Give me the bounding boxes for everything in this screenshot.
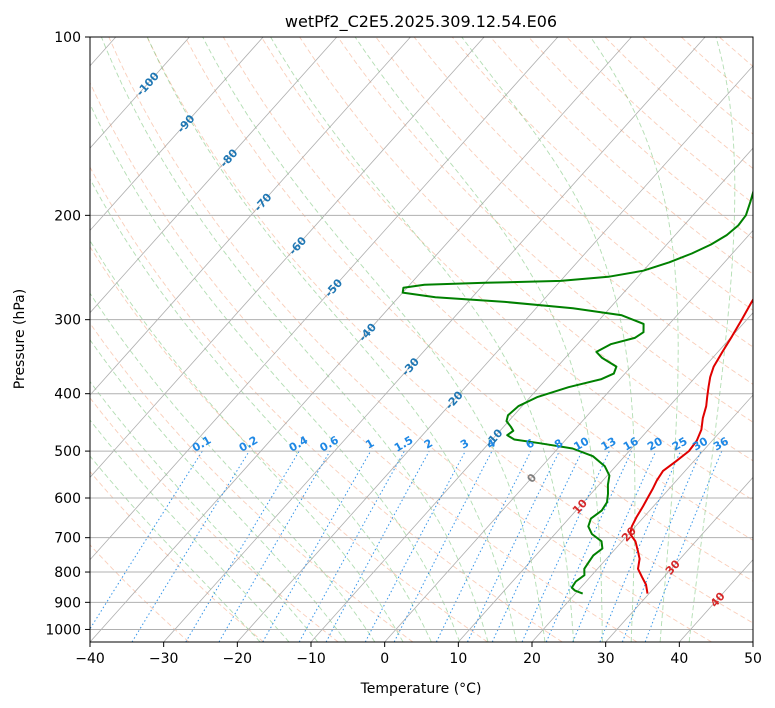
x-tick-label: −20 (223, 651, 253, 667)
y-tick-label: 1000 (45, 622, 81, 638)
isotherm-line (90, 37, 411, 396)
dry-adiabat-line (108, 37, 712, 642)
moist-adiabat-line (202, 37, 546, 642)
moist-adiabat-line (688, 37, 736, 642)
moist-adiabat-line (90, 102, 461, 642)
background-lines (90, 37, 753, 642)
dry-adiabat-line (90, 166, 563, 642)
mixing-ratio-line (298, 450, 405, 642)
dry-adiabat-line (90, 245, 488, 642)
pressure-gridlines (90, 37, 753, 630)
mixing-ratio-line (572, 450, 657, 642)
x-axis-title: Temperature (°C) (360, 681, 482, 697)
moist-adiabat-line (90, 239, 404, 642)
sounding-series (401, 189, 753, 595)
x-tick-label: −40 (75, 651, 105, 667)
isotherm-line (605, 476, 753, 642)
dewpoint-line (401, 189, 753, 595)
x-tick-label: 50 (744, 651, 762, 667)
moist-adiabat-line (90, 292, 376, 642)
isotherm-line (90, 37, 485, 478)
moist-adiabat-line (90, 419, 290, 642)
y-tick-label: 200 (54, 208, 81, 224)
y-axis-ticks: 1000 900 800 700 600 500 400 300 200 100 (45, 30, 90, 638)
y-tick-label: 900 (54, 595, 81, 611)
y-tick-label: 500 (54, 444, 81, 460)
dry-adiabat-line (146, 37, 753, 624)
mixing-ratio-line (131, 450, 250, 642)
dry-adiabat-line (90, 470, 264, 642)
x-tick-label: 40 (670, 651, 688, 667)
dry-adiabat-line (222, 37, 753, 541)
isotherm-line (90, 37, 264, 232)
x-axis-ticks: −40 −30 −20 −10 0 10 20 30 40 50 (75, 642, 762, 667)
mixing-ratio-line (90, 450, 203, 630)
mixing-ratio-line (325, 450, 430, 642)
y-tick-label: 300 (54, 313, 81, 329)
moist-adiabat-line (90, 380, 319, 642)
chart-title: wetPf2_C2E5.2025.309.12.54.E06 (285, 12, 557, 32)
mixing-ratio-line (599, 450, 681, 642)
y-tick-label: 700 (54, 531, 81, 547)
isotherm-line (90, 37, 338, 314)
dry-adiabat-line (451, 37, 753, 311)
isotherm-line (384, 229, 753, 642)
x-tick-label: −30 (149, 651, 179, 667)
isotherm-line (163, 37, 706, 642)
x-tick-label: 20 (523, 651, 541, 667)
isotherm-line (90, 37, 190, 149)
mixing-ratio-line (644, 450, 723, 642)
dry-adiabat-line (261, 37, 753, 501)
y-tick-label: 600 (54, 491, 81, 507)
x-tick-label: 10 (449, 651, 467, 667)
isotherm-line (90, 37, 632, 642)
temperature-line (629, 297, 753, 594)
y-tick-label: 100 (54, 30, 81, 46)
moist-adiabat-line (270, 37, 575, 642)
moist-adiabat-line (590, 37, 679, 642)
isotherm-line (237, 65, 753, 642)
moist-adiabat-line (100, 37, 489, 642)
x-tick-label: 0 (380, 651, 389, 667)
isotherm-line (90, 37, 559, 561)
plot-frame (89, 36, 754, 643)
dry-adiabat-line (184, 37, 753, 582)
mixing-ratio-line (545, 450, 633, 642)
y-tick-label: 400 (54, 387, 81, 403)
moist-adiabat-line (461, 37, 636, 642)
x-tick-label: 30 (597, 651, 615, 667)
isotherm-line (531, 394, 753, 642)
mixing-ratio-line (435, 450, 532, 642)
isotherm-line (310, 147, 753, 642)
moist-adiabat-line (90, 178, 432, 642)
y-tick-label: 800 (54, 565, 81, 581)
mixing-ratio-line (621, 450, 702, 642)
mixing-ratio-line (262, 450, 372, 642)
x-tick-label: −10 (296, 651, 326, 667)
moist-adiabat-line (90, 455, 261, 642)
dry-adiabat-line (375, 37, 753, 385)
moist-adiabat-line (146, 37, 517, 642)
y-axis-title: Pressure (hPa) (12, 289, 28, 389)
